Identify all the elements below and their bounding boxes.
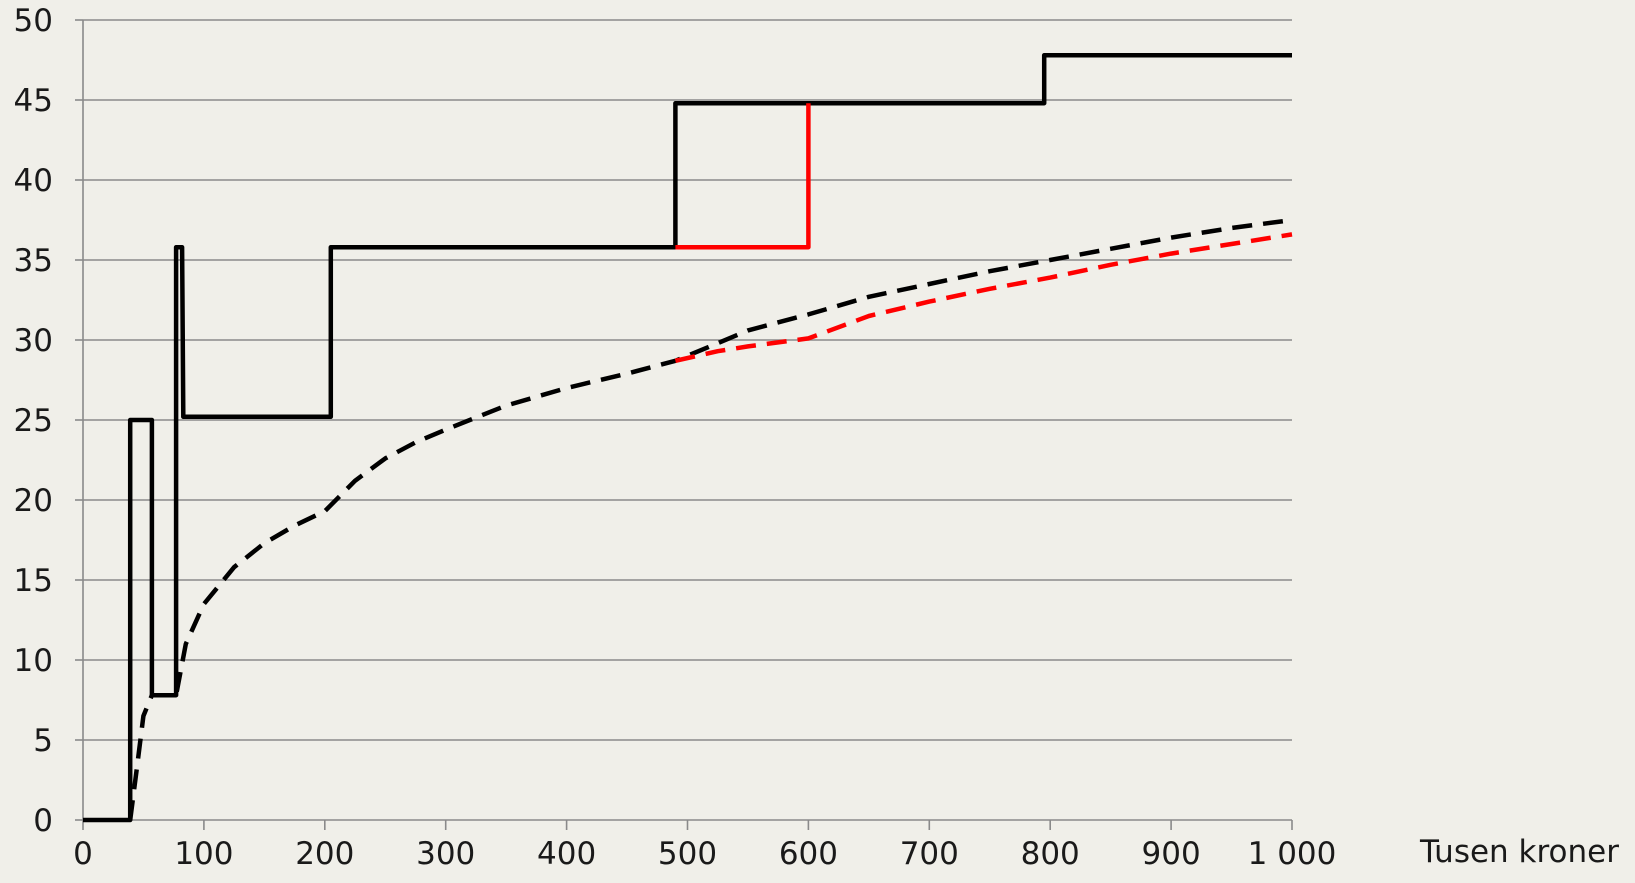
y-tick-label: 50 (14, 3, 53, 39)
y-tick-label: 30 (14, 323, 53, 359)
x-tick-label: 700 (900, 836, 959, 872)
x-tick-label: 400 (537, 836, 596, 872)
series-line-4-dashed (674, 232, 1293, 363)
x-tick-label: 800 (1021, 836, 1080, 872)
y-tick-label: 20 (14, 483, 53, 519)
x-tick-label: 900 (1142, 836, 1201, 872)
series-line-3-dashed (127, 217, 1293, 821)
x-axis-title: Tusen kroner (1419, 834, 1619, 870)
axes (75, 19, 1293, 830)
y-tick-label: 0 (33, 803, 53, 839)
y-tick-label: 45 (14, 83, 53, 119)
x-tick-label: 500 (658, 836, 717, 872)
x-tick-label: 300 (416, 836, 475, 872)
y-tick-label: 10 (14, 643, 53, 679)
y-tick-label: 15 (14, 563, 53, 599)
x-tick-label: 0 (73, 836, 93, 872)
y-tick-label: 25 (14, 403, 53, 439)
x-tick-label: 200 (295, 836, 354, 872)
y-tick-label: 5 (33, 723, 53, 759)
grid-lines (83, 19, 1292, 741)
x-tick-label: 600 (779, 836, 838, 872)
series-line-1-solid (83, 52, 1292, 823)
y-tick-label: 40 (14, 163, 53, 199)
y-tick-label: 35 (14, 243, 53, 279)
x-tick-label: 1 000 (1248, 836, 1337, 872)
series-lines (83, 52, 1293, 823)
x-tick-label: 100 (174, 836, 233, 872)
series-line-2-solid (675, 103, 811, 250)
